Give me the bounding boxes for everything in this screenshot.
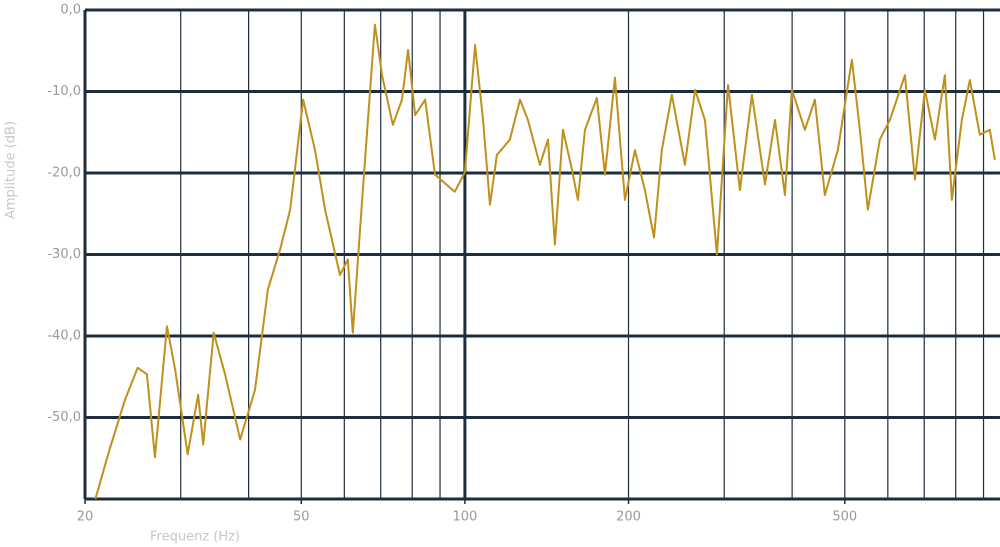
x-tick-label: 100: [452, 510, 477, 525]
y-tick-label: -10,0: [47, 84, 81, 99]
y-tick-label: -50,0: [47, 410, 81, 425]
y-tick-label: -40,0: [47, 329, 81, 344]
x-tick-label: 20: [77, 510, 94, 525]
x-tick-label: 500: [832, 510, 857, 525]
x-axis-title: Frequenz (Hz): [150, 530, 240, 545]
y-tick-label: -20,0: [47, 166, 81, 181]
y-axis-title: Amplitude (dB): [4, 121, 19, 219]
x-tick-label: 50: [293, 510, 310, 525]
y-tick-label: -30,0: [47, 247, 81, 262]
y-tick-label: 0,0: [60, 3, 81, 18]
response-line: [94, 23, 996, 500]
x-tick-label: 200: [616, 510, 641, 525]
